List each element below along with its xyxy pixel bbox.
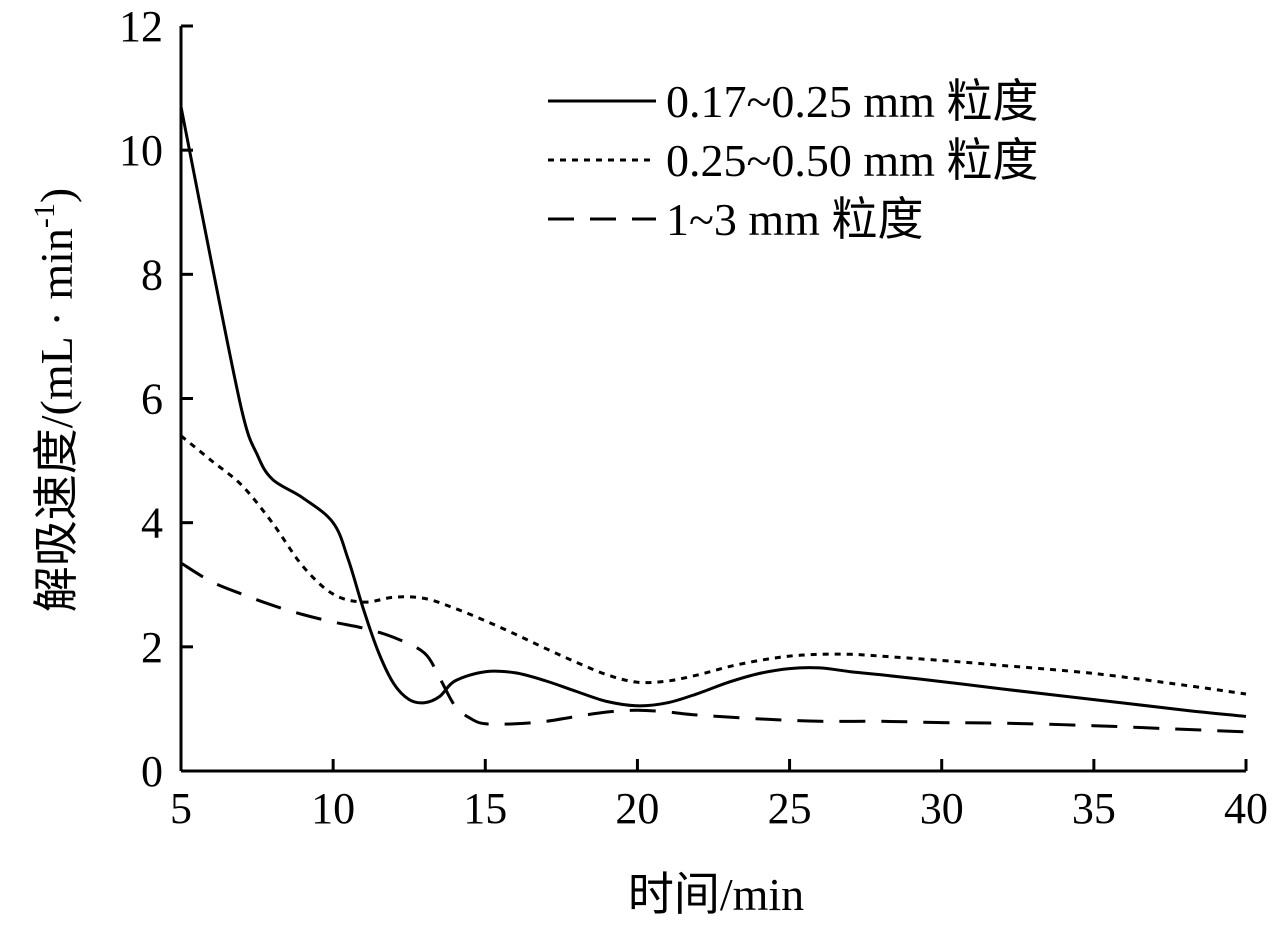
series-line-2 [180, 434, 1247, 696]
legend-label-3: 1~3 mm 粒度 [666, 194, 923, 245]
x-tick-label: 15 [463, 784, 507, 833]
axis-titles: 时间/min 解吸速度/(mL · min-1) [28, 188, 804, 920]
y-tick-label: 0 [141, 747, 163, 796]
y-tick-label: 10 [119, 126, 163, 175]
x-tick-label: 40 [1224, 784, 1268, 833]
ticks: 5 10 15 20 25 30 35 40 0 2 4 6 8 10 12 [119, 2, 1268, 833]
y-axis-title: 解吸速度/(mL · min-1) [28, 188, 82, 612]
series-group [179, 106, 1247, 734]
legend: 0.17~0.25 mm 粒度 0.25~0.50 mm 粒度 1~3 mm 粒度 [548, 76, 1038, 245]
x-tick-label: 35 [1072, 784, 1116, 833]
y-tick-label: 6 [141, 375, 163, 424]
legend-label-1: 0.17~0.25 mm 粒度 [666, 76, 1038, 127]
x-axis-title: 时间/min [628, 869, 804, 920]
x-tick-label: 10 [311, 784, 355, 833]
y-tick-label: 12 [119, 2, 163, 51]
series-line-1 [179, 106, 1247, 718]
y-tick-label: 4 [141, 499, 163, 548]
y-tick-label: 2 [141, 623, 163, 672]
x-tick-label: 20 [615, 784, 659, 833]
legend-label-2: 0.25~0.50 mm 粒度 [666, 135, 1038, 186]
y-axis-title-sup: -1 [28, 203, 61, 228]
x-tick-label: 25 [768, 784, 812, 833]
series-line-3 [180, 561, 1247, 734]
x-tick-label: 5 [170, 784, 192, 833]
y-tick-label: 8 [141, 250, 163, 299]
y-axis-title-main: 解吸速度/(mL · min [31, 228, 82, 612]
y-axis-title-close: ) [31, 188, 82, 203]
x-tick-label: 30 [920, 784, 964, 833]
